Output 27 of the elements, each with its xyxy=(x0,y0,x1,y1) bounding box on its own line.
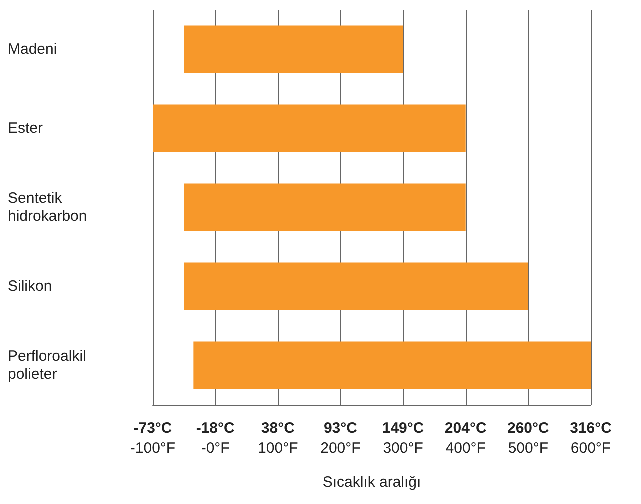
x-tick-label: 100°F xyxy=(258,440,298,457)
y-tick-label: Madeni xyxy=(8,41,58,58)
y-tick-label: Silikon xyxy=(8,278,52,295)
x-tick-label: -0°F xyxy=(201,440,230,457)
bar xyxy=(184,26,404,74)
y-tick-label: Sentetik hidrokarbon xyxy=(8,190,88,225)
bar xyxy=(184,184,466,232)
x-tick-label: 300°F xyxy=(383,440,424,457)
y-tick-label: Ester xyxy=(8,120,44,137)
x2-tick-label: 38°C xyxy=(261,420,296,437)
x-tick-label: 500°F xyxy=(508,440,549,457)
x-tick-label: 200°F xyxy=(320,440,361,457)
x2-tick-label: 316°C xyxy=(570,420,612,437)
x-tick-label: -100°F xyxy=(130,440,176,457)
x-axis-title: Sıcaklık aralığı xyxy=(322,474,422,491)
x-tick-label: 400°F xyxy=(446,440,486,457)
x2-tick-label: 149°C xyxy=(382,420,424,437)
x-tick-label: 600°F xyxy=(570,440,612,457)
bar xyxy=(184,262,528,310)
x2-tick-label: -73°C xyxy=(134,420,172,437)
bar xyxy=(153,104,466,152)
x2-tick-label: 204°C xyxy=(444,420,487,437)
x2-tick-label: -18°C xyxy=(196,420,235,437)
x2-tick-label: 260°C xyxy=(507,420,550,437)
y-tick-label: Perfloroalkil polieter xyxy=(8,348,86,383)
x2-tick-label: 93°C xyxy=(324,420,358,437)
bar xyxy=(194,342,591,390)
